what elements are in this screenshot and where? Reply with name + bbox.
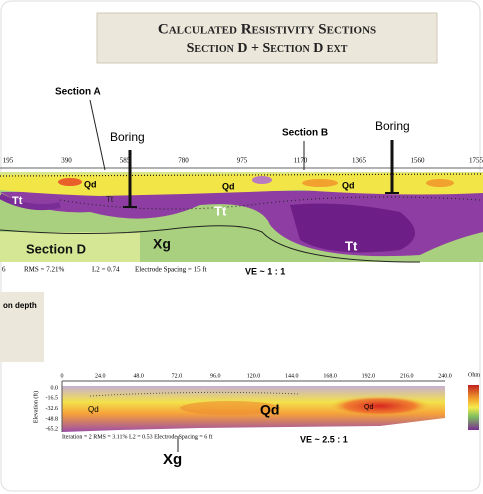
axis-label: 975: [237, 157, 248, 165]
axis-label: 216.0: [400, 373, 414, 379]
axis-title: Elevation (ft): [32, 391, 39, 423]
axis-label: 585: [120, 157, 131, 165]
axis-label: 1755: [469, 157, 483, 165]
unit: Tt: [12, 195, 23, 207]
note-box: [0, 292, 44, 362]
unit: Qd: [342, 180, 355, 190]
depth-label: -32.6: [46, 406, 59, 412]
unit: Qd: [88, 405, 99, 414]
callout: Boring: [375, 119, 410, 133]
title-box: [96, 12, 438, 64]
axis-label: 120.0: [247, 373, 261, 379]
stat: 6: [2, 266, 6, 274]
unit: Qd: [222, 181, 235, 191]
section-label: Section D: [26, 241, 86, 256]
subtitle: Section D + Section D ext: [187, 41, 348, 56]
axis-label: 168.0: [323, 373, 337, 379]
axis-label: 0: [61, 373, 64, 379]
leader: [89, 99, 106, 171]
axis-label: 390: [61, 157, 72, 165]
stat: L2 = 0.74: [92, 266, 120, 274]
axis-label: 195: [3, 157, 14, 165]
callout: Section B: [282, 128, 328, 139]
axis-label: 96.0: [210, 373, 221, 379]
note: on depth: [3, 301, 37, 310]
axis-label: 240.0: [438, 373, 452, 379]
axis-label: 780: [178, 157, 189, 165]
callout: Boring: [110, 130, 145, 144]
axis-label: 144.0: [285, 373, 299, 379]
unit: Qd: [84, 179, 97, 189]
unit: Qd: [260, 402, 279, 418]
axis-label: 72.0: [172, 373, 183, 379]
axis-label: 1560: [411, 157, 426, 165]
callout: Section A: [55, 87, 101, 98]
section-d-ext: [61, 380, 479, 432]
unit: Xg: [163, 451, 182, 468]
stat: RMS = 7.21%: [24, 266, 64, 274]
depth-label: 0.0: [51, 385, 59, 391]
stat: Electrode Spacing = 15 ft: [135, 266, 207, 274]
ve: VE ~ 1 : 1: [245, 266, 285, 276]
legend-title: Ohm: [468, 372, 480, 378]
stats: Iteration = 2 RMS = 3.11% L2 = 0.53 Elec…: [62, 433, 213, 440]
ve: VE ~ 2.5 : 1: [300, 434, 348, 444]
axis-label: 1365: [352, 157, 367, 165]
unit: Qd: [364, 404, 373, 411]
depth-label: -65.2: [46, 427, 59, 433]
depth-label: -48.8: [46, 416, 59, 422]
unit: Tt: [214, 203, 227, 218]
axis-label: 192.0: [362, 373, 376, 379]
axis-label: 24.0: [95, 373, 106, 379]
unit: Tt: [106, 195, 114, 204]
axis-label: 1170: [294, 157, 308, 165]
section-d: [0, 167, 483, 263]
title: Calculated Resistivity Sections: [158, 21, 376, 37]
depth-label: -16.5: [46, 396, 59, 402]
unit: Tt: [345, 238, 358, 253]
unit: Xg: [153, 236, 171, 252]
axis-label: 48.0: [133, 373, 144, 379]
